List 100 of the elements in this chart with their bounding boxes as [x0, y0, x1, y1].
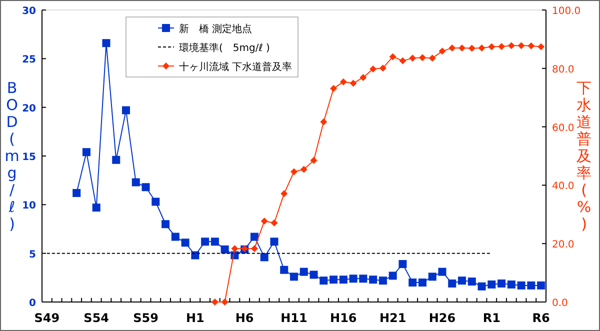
point [191, 251, 200, 260]
point [280, 190, 288, 198]
x-tick-label: H26 [428, 311, 456, 325]
point [280, 266, 288, 274]
point [370, 65, 377, 72]
x-tick-label: R6 [532, 311, 550, 325]
point [418, 278, 426, 287]
point [290, 168, 298, 176]
point [339, 276, 348, 284]
x-tick-label: S59 [133, 311, 158, 325]
point [498, 43, 506, 50]
point [428, 54, 436, 62]
point [478, 44, 486, 52]
x-tick-label: H1 [186, 311, 204, 325]
point [408, 278, 417, 287]
point [458, 44, 466, 52]
point [132, 178, 140, 186]
point [350, 80, 357, 87]
point [378, 276, 387, 285]
text: BOD(mg/ℓ) [4, 79, 20, 233]
point [201, 238, 210, 246]
text: 下水道普及率(%) [576, 79, 592, 233]
point [438, 268, 446, 276]
y2-tick-label: 40.0 [552, 181, 574, 192]
legend-label: 環境基準( 5mg/ℓ ) [179, 42, 270, 54]
point [221, 298, 228, 306]
point [300, 268, 308, 276]
point [369, 276, 378, 284]
point [270, 219, 278, 226]
point [508, 42, 515, 50]
point [388, 272, 397, 280]
point [82, 148, 90, 156]
point [210, 238, 219, 246]
y2-tick-label: 20.0 [552, 240, 574, 251]
point [537, 281, 546, 290]
x-tick-label: H6 [235, 311, 254, 325]
point [360, 74, 367, 81]
point [290, 272, 298, 281]
x-tick-label: R1 [482, 311, 500, 325]
point [498, 280, 506, 288]
y2-tick-label: 80.0 [552, 64, 574, 76]
point [398, 260, 407, 268]
point [72, 188, 81, 197]
point [300, 166, 308, 173]
point [349, 274, 358, 283]
point [507, 280, 516, 288]
x-tick-label: H21 [379, 311, 406, 325]
point [340, 78, 347, 86]
point [478, 282, 486, 290]
y-tick-label: 5 [29, 249, 36, 260]
point [310, 270, 318, 279]
y2-tick-label: 0.0 [552, 298, 568, 309]
point [270, 238, 278, 246]
point [162, 220, 170, 228]
point [468, 278, 476, 286]
point [122, 106, 130, 114]
y-tick-label: 25 [22, 54, 36, 66]
point [231, 245, 238, 252]
y-tick-label: 30 [22, 6, 36, 17]
y-tick-label: 0 [29, 298, 36, 309]
point [528, 42, 535, 50]
point [260, 218, 268, 225]
point [468, 44, 476, 52]
x-tick-label: H11 [280, 311, 308, 325]
x-tick-label: H16 [330, 311, 357, 325]
point [330, 276, 338, 284]
point [171, 232, 180, 241]
point [250, 245, 258, 252]
point [112, 156, 120, 164]
point [142, 183, 150, 192]
point [181, 238, 190, 247]
point [409, 54, 416, 62]
y2-tick-label: 60.0 [552, 122, 574, 134]
legend-label: 新 橋 測定地点 [179, 23, 252, 35]
point [330, 85, 338, 92]
point [320, 118, 328, 126]
point [92, 204, 100, 212]
point [379, 64, 386, 72]
point [448, 280, 456, 288]
y-tick-label: 20 [22, 103, 36, 114]
point [250, 232, 258, 241]
point [488, 280, 496, 288]
legend-label: 十ヶ川流域 下水道普及率 [179, 61, 292, 73]
point [418, 54, 426, 62]
point [517, 281, 526, 290]
y-tick-label: 15 [22, 152, 36, 163]
point [389, 53, 396, 60]
point [428, 272, 436, 281]
y2-tick-label: 100.0 [552, 6, 581, 17]
point [211, 298, 218, 306]
point [458, 276, 466, 285]
point [102, 39, 110, 48]
point [518, 42, 525, 50]
x-tick-label: S54 [84, 311, 110, 325]
point [527, 281, 536, 290]
point [359, 274, 368, 283]
x-tick-label: S49 [34, 311, 60, 325]
y-tick-label: 10 [22, 200, 36, 212]
point [220, 245, 229, 254]
point [538, 43, 545, 50]
